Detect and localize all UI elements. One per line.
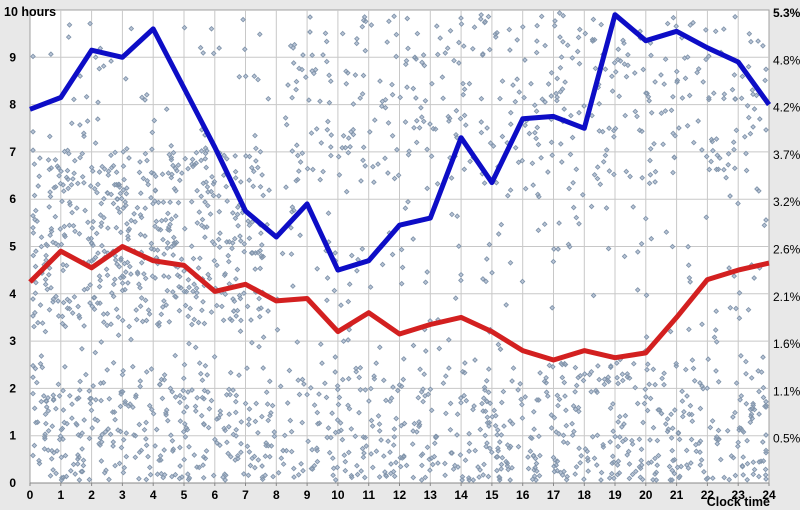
y-right-tick-label: 5.3% (773, 6, 800, 20)
y-right-tick-label: 4.2% (773, 101, 800, 115)
y-right-tick-label: 4.8% (773, 53, 800, 67)
y-left-tick-label: 0 (9, 476, 16, 490)
x-tick-label: 2 (88, 488, 95, 502)
y-left-tick-label: 4 (9, 287, 16, 301)
x-tick-label: 4 (150, 488, 157, 502)
x-tick-label: 19 (608, 488, 622, 502)
blue-line-series (29, 12, 772, 273)
red-line-series (28, 244, 770, 363)
y-left-tick-label: 2 (9, 381, 16, 395)
x-axis-title: Clock time (707, 495, 770, 509)
y-right-tick-label: 1.1% (773, 384, 800, 398)
x-tick-label: 13 (424, 488, 438, 502)
left-axis-title: 10 hours (4, 5, 56, 19)
x-tick-label: 23 (732, 488, 746, 502)
x-tick-label: 11 (362, 488, 375, 502)
y-left-tick-label: 1 (9, 429, 16, 443)
x-tick-label: 7 (242, 488, 249, 502)
y-left-tick-label: 3 (9, 334, 16, 348)
x-tick-label: 0 (27, 488, 34, 502)
y-right-tick-label: 0.5% (773, 432, 800, 446)
y-left-tick-label: 8 (9, 98, 16, 112)
x-tick-label: 12 (393, 488, 407, 502)
y-left-tick-label: 6 (9, 192, 16, 206)
x-tick-label: 6 (211, 488, 218, 502)
x-tick-label: 15 (485, 488, 499, 502)
x-tick-label: 16 (516, 488, 530, 502)
x-axis-line (29, 482, 770, 486)
x-tick-label: 22 (701, 488, 715, 502)
x-tick-label: 14 (454, 488, 468, 502)
y-right-tick-label: 3.2% (773, 195, 800, 209)
x-tick-label: 10 (331, 488, 345, 502)
x-tick-label: 3 (119, 488, 126, 502)
y-right-tick-label: 2.6% (773, 243, 800, 257)
x-tick-label: 8 (273, 488, 280, 502)
y-left-tick-label: 9 (9, 50, 16, 64)
y-right-tick-label: 1.6% (773, 337, 800, 351)
x-tick-label: 24 (762, 488, 776, 502)
x-tick-label: 5 (181, 488, 188, 502)
scatter-points (30, 10, 769, 483)
x-tick-label: 20 (639, 488, 653, 502)
x-tick-label: 17 (547, 488, 561, 502)
x-tick-label: 21 (670, 488, 684, 502)
y-left-tick-label: 7 (9, 145, 16, 159)
x-tick-label: 9 (304, 488, 311, 502)
line-series-layer (28, 12, 772, 363)
gridlines (29, 10, 770, 486)
x-tick-label: 18 (578, 488, 592, 502)
y-left-tick-label: 5 (9, 240, 16, 254)
scatter-layer (30, 10, 769, 483)
y-right-tick-label: 2.1% (773, 290, 800, 304)
y-right-tick-label: 3.7% (773, 148, 800, 162)
x-tick-label: 1 (57, 488, 64, 502)
